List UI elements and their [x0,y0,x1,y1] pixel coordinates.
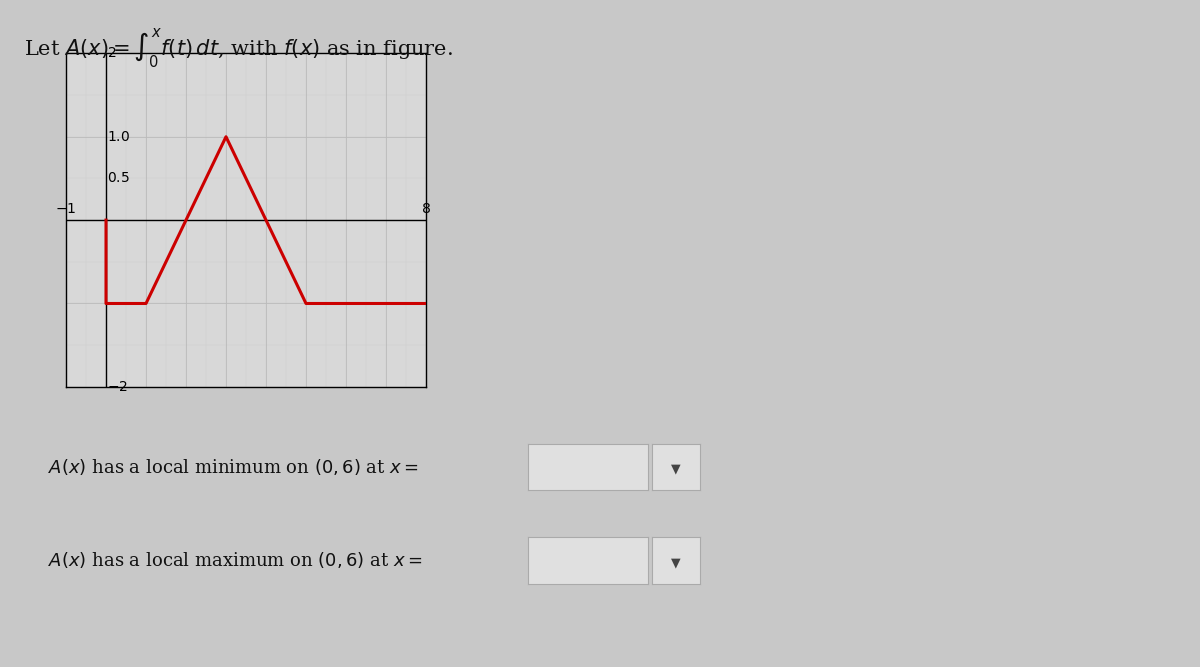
Text: $8$: $8$ [421,202,431,216]
Text: ▼: ▼ [671,556,680,569]
Text: $-1$: $-1$ [55,202,77,216]
Text: $A(x)$ has a local minimum on $(0,6)$ at $x=$: $A(x)$ has a local minimum on $(0,6)$ at… [48,457,419,477]
Text: $A(x)$ has a local maximum on $(0,6)$ at $x=$: $A(x)$ has a local maximum on $(0,6)$ at… [48,550,422,570]
Text: Let $A(x) = \int_0^x f(t)\, dt$, with $f(x)$ as in figure.: Let $A(x) = \int_0^x f(t)\, dt$, with $f… [24,27,454,70]
Text: $0.5$: $0.5$ [107,171,130,185]
Text: ▼: ▼ [671,463,680,476]
Text: $1.0$: $1.0$ [107,130,131,143]
Text: $2$: $2$ [107,47,116,60]
Text: $-2$: $-2$ [107,380,128,394]
